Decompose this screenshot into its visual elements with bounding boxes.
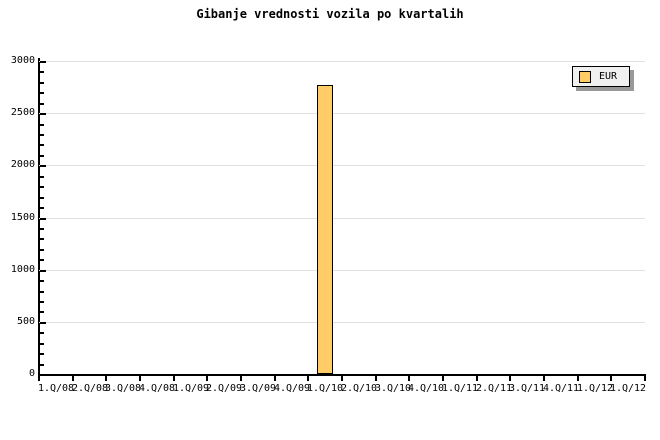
x-tick bbox=[240, 374, 242, 381]
y-minor-tick bbox=[40, 197, 44, 199]
y-minor-tick bbox=[40, 332, 44, 334]
x-tick bbox=[442, 374, 444, 381]
x-axis-label: 1.Q/11 bbox=[441, 383, 479, 394]
y-minor-tick bbox=[40, 92, 44, 94]
y-minor-tick bbox=[40, 186, 44, 188]
x-tick bbox=[307, 374, 309, 381]
x-axis-label: 1.Q/10 bbox=[306, 383, 344, 394]
x-axis-label: 2.Q/11 bbox=[475, 383, 513, 394]
y-major-tick bbox=[40, 270, 46, 272]
x-tick bbox=[644, 374, 646, 381]
gridline bbox=[39, 218, 645, 219]
x-tick bbox=[476, 374, 478, 381]
x-axis-label: 4.Q/10 bbox=[407, 383, 445, 394]
gridline bbox=[39, 113, 645, 114]
legend-label: EUR bbox=[599, 70, 618, 82]
x-axis-label: 4.Q/11 bbox=[542, 383, 580, 394]
x-tick bbox=[105, 374, 107, 381]
gridline bbox=[39, 165, 645, 166]
y-minor-tick bbox=[40, 228, 44, 230]
y-minor-tick bbox=[40, 71, 44, 73]
y-minor-tick bbox=[40, 155, 44, 157]
y-axis-label: 3000 bbox=[10, 55, 35, 66]
y-minor-tick bbox=[40, 124, 44, 126]
x-tick bbox=[173, 374, 175, 381]
y-minor-tick bbox=[40, 364, 44, 366]
y-minor-tick bbox=[40, 280, 44, 282]
chart-title: Gibanje vrednosti vozila po kvartalih bbox=[196, 7, 464, 21]
x-axis-label: 3.Q/09 bbox=[239, 383, 277, 394]
x-axis-label: 1.Q/12 bbox=[576, 383, 614, 394]
y-axis-label: 2500 bbox=[10, 107, 35, 118]
y-axis-label: 1000 bbox=[10, 264, 35, 275]
y-minor-tick bbox=[40, 311, 44, 313]
y-minor-tick bbox=[40, 144, 44, 146]
gridline bbox=[39, 270, 645, 271]
x-axis-label: 3.Q/11 bbox=[508, 383, 546, 394]
x-tick bbox=[274, 374, 276, 381]
y-axis-line bbox=[38, 58, 40, 376]
x-tick bbox=[375, 374, 377, 381]
x-axis-label: 4.Q/09 bbox=[273, 383, 311, 394]
x-tick bbox=[408, 374, 410, 381]
x-tick bbox=[577, 374, 579, 381]
y-major-tick bbox=[40, 374, 46, 376]
y-minor-tick bbox=[40, 291, 44, 293]
x-tick bbox=[72, 374, 74, 381]
y-major-tick bbox=[40, 61, 46, 63]
x-axis-label: 1.Q/08 bbox=[37, 383, 75, 394]
legend-swatch-eur bbox=[579, 70, 591, 83]
y-minor-tick bbox=[40, 103, 44, 105]
y-minor-tick bbox=[40, 207, 44, 209]
x-axis-label: 3.Q/10 bbox=[374, 383, 412, 394]
legend-box: EUR bbox=[572, 66, 630, 87]
y-minor-tick bbox=[40, 249, 44, 251]
x-axis-label: 1.Q/09 bbox=[172, 383, 210, 394]
y-minor-tick bbox=[40, 353, 44, 355]
x-tick bbox=[206, 374, 208, 381]
x-axis-label: 2.Q/10 bbox=[340, 383, 378, 394]
y-major-tick bbox=[40, 113, 46, 115]
x-tick bbox=[610, 374, 612, 381]
bar bbox=[317, 85, 333, 374]
y-minor-tick bbox=[40, 259, 44, 261]
x-tick bbox=[139, 374, 141, 381]
gridline bbox=[39, 61, 645, 62]
y-major-tick bbox=[40, 165, 46, 167]
y-axis-label: 0 bbox=[28, 368, 35, 379]
x-axis-label: 3.Q/08 bbox=[104, 383, 142, 394]
x-axis-label: 1.Q/12 bbox=[609, 383, 647, 394]
x-tick bbox=[509, 374, 511, 381]
y-minor-tick bbox=[40, 301, 44, 303]
y-major-tick bbox=[40, 218, 46, 220]
y-axis-label: 2000 bbox=[10, 159, 35, 170]
gridline bbox=[39, 322, 645, 323]
x-tick bbox=[341, 374, 343, 381]
y-minor-tick bbox=[40, 176, 44, 178]
y-minor-tick bbox=[40, 82, 44, 84]
y-minor-tick bbox=[40, 134, 44, 136]
y-axis-label: 1500 bbox=[10, 212, 35, 223]
y-minor-tick bbox=[40, 343, 44, 345]
x-axis-label: 2.Q/09 bbox=[205, 383, 243, 394]
y-minor-tick bbox=[40, 238, 44, 240]
x-tick bbox=[38, 374, 40, 381]
y-axis-label: 500 bbox=[16, 316, 35, 327]
x-axis-label: 4.Q/08 bbox=[138, 383, 176, 394]
x-axis-label: 2.Q/08 bbox=[71, 383, 109, 394]
y-major-tick bbox=[40, 322, 46, 324]
x-tick bbox=[543, 374, 545, 381]
